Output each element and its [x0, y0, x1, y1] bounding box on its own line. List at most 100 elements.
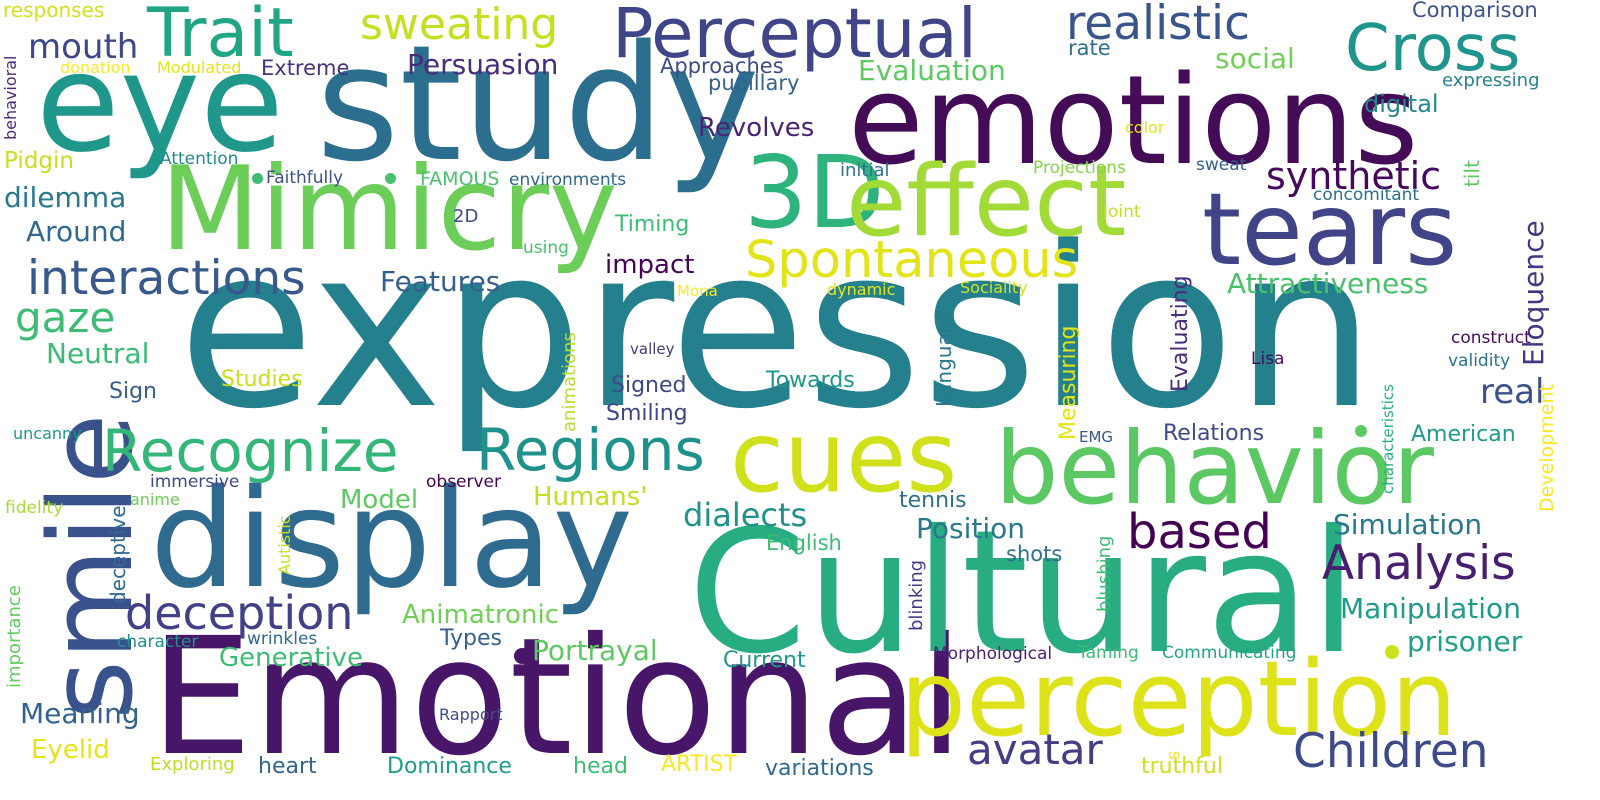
word-perceptual: Perceptual — [612, 0, 977, 74]
word-analysis: Analysis — [1322, 536, 1516, 591]
word-importance: importance — [4, 585, 25, 688]
word-evaluation: Evaluation — [858, 54, 1006, 87]
word-responses: responses — [3, 0, 105, 22]
word-relations: Relations — [1163, 421, 1265, 446]
word-interactions: interactions — [27, 251, 306, 306]
word-features: Features — [380, 265, 501, 298]
word-pidgin: Pidgin — [4, 148, 74, 174]
word-social: social — [1215, 42, 1295, 75]
word-validity: validity — [1448, 351, 1511, 371]
word-valley: valley — [630, 340, 675, 358]
word-timing: Timing — [615, 212, 690, 237]
dot-mark — [1355, 425, 1367, 437]
word-expression: expression — [178, 200, 1376, 458]
word-construct: construct — [1451, 328, 1531, 348]
word-character: character — [117, 632, 199, 652]
word-tilt: tilt — [1460, 160, 1484, 187]
word-joint: Joint — [1103, 202, 1141, 222]
dot-mark — [252, 173, 263, 184]
word-model: Model — [340, 485, 419, 515]
word-using: using — [523, 238, 569, 258]
word-language: Language — [932, 308, 956, 407]
word-behavioral: behavioral — [1, 55, 20, 140]
word-simulation: Simulation — [1333, 508, 1483, 541]
word-exploring: Exploring — [150, 754, 235, 775]
word-eye: eye — [36, 25, 284, 183]
word-children: Children — [1293, 724, 1489, 779]
word-sweat: sweat — [1196, 155, 1247, 175]
word-attractiveness: Attractiveness — [1227, 267, 1429, 300]
word-digital: digital — [1364, 90, 1439, 118]
word-2d: 2D — [453, 206, 479, 227]
word-blinking: blinking — [906, 559, 927, 631]
word-manipulation: Manipulation — [1340, 592, 1521, 625]
word-types: Types — [440, 626, 502, 651]
dot-mark — [385, 173, 396, 184]
word-3d: 3D — [744, 134, 885, 251]
word-characteristics: characteristics — [1379, 384, 1397, 494]
word-impact: impact — [605, 250, 695, 280]
word-sociality: Sociality — [960, 278, 1028, 297]
word-around: Around — [26, 215, 127, 248]
word-cues: cues — [730, 401, 958, 515]
word-observer: observer — [426, 472, 502, 492]
word-environments: environments — [509, 170, 627, 190]
word-meaning: Meaning — [20, 697, 140, 730]
word-variations: variations — [765, 756, 874, 781]
word-mimicry: Mimicry — [160, 142, 618, 277]
word-famous: FAMOUS — [420, 168, 500, 190]
word-fidelity: fidelity — [5, 498, 64, 518]
word-avatar: avatar — [967, 725, 1103, 774]
word-morphological: Morphological — [933, 644, 1053, 664]
word-immersive: immersive — [150, 472, 240, 492]
word-eyelid: Eyelid — [31, 735, 110, 765]
word-spontaneous: Spontaneous — [745, 231, 1079, 290]
word-concomitant: concomitant — [1313, 185, 1420, 205]
word-recognize: Recognize — [102, 417, 399, 485]
word-emotional: Emotional — [150, 604, 964, 792]
word-mouth: mouth — [28, 27, 139, 67]
word-american: American — [1411, 422, 1516, 447]
word-initial: initial — [840, 160, 890, 181]
word-gaze: gaze — [15, 293, 116, 342]
word-study: study — [316, 10, 760, 197]
word-cultural: Cultural — [688, 494, 1358, 692]
word-synthetic: synthetic — [1266, 154, 1442, 198]
word-lisa: Lisa — [1251, 349, 1285, 369]
word-sign: Sign — [109, 379, 157, 404]
word-pupillary: pupillary — [708, 71, 800, 95]
word-dialects: dialects — [683, 496, 808, 534]
word-signed: Signed — [611, 373, 687, 398]
word-perception: perception — [900, 638, 1457, 760]
word-truthful: truthful — [1141, 754, 1223, 779]
word-evaluating: Evaluating — [1168, 275, 1193, 392]
word-modulated: Modulated — [157, 58, 242, 77]
word-autistic: Autistic — [275, 515, 294, 575]
word-color: color — [1125, 118, 1165, 137]
word-deception: deception — [125, 586, 354, 640]
word-neutral: Neutral — [46, 337, 150, 370]
word-comparison: Comparison — [1412, 0, 1538, 22]
dot-mark — [1385, 645, 1399, 659]
word-english: English — [766, 531, 842, 555]
word-rate: rate — [1068, 36, 1111, 60]
word-development: Development — [1536, 384, 1558, 512]
word-anime: anime — [130, 490, 180, 509]
word-deceptive: deceptive — [106, 505, 130, 604]
word-towards: Towards — [766, 368, 855, 393]
word-wrinkles: wrinkles — [247, 629, 318, 649]
word-humans: Humans' — [533, 482, 648, 512]
word-approaches: Approaches — [660, 54, 784, 78]
word-dilemma: dilemma — [4, 181, 127, 214]
word-regions: Regions — [476, 416, 705, 484]
word-dynamic: dynamic — [827, 280, 896, 299]
word-projections: Projections — [1033, 158, 1126, 178]
word-mona: Mona — [677, 282, 718, 300]
word-effect: effect — [846, 145, 1127, 259]
word-donation: donation — [60, 58, 131, 77]
word-expressing: expressing — [1442, 70, 1540, 91]
word-taming: Taming — [1078, 643, 1139, 663]
word-rapport: Rapport — [439, 705, 503, 724]
word-faithfully: Faithfully — [266, 168, 344, 188]
